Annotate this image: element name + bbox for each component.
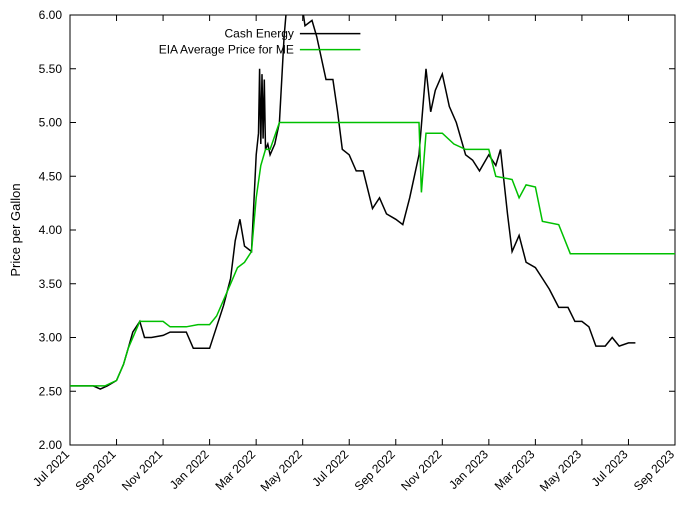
x-tick-label: Nov 2021 [119, 447, 165, 493]
x-tick-label: Sep 2022 [352, 447, 398, 493]
y-tick-label: 2.50 [39, 384, 63, 398]
legend-label: Cash Energy [225, 27, 294, 41]
y-tick-label: 3.50 [39, 277, 63, 291]
x-tick-label: May 2023 [537, 447, 584, 494]
y-tick-label: 4.00 [39, 223, 63, 237]
x-tick-label: Mar 2022 [213, 447, 259, 493]
x-tick-label: Jan 2022 [167, 447, 212, 492]
y-axis-label: Price per Gallon [8, 183, 23, 276]
x-tick-label: Jan 2023 [446, 447, 491, 492]
y-tick-label: 3.00 [39, 331, 63, 345]
x-tick-label: Jul 2023 [589, 447, 631, 489]
x-tick-label: Nov 2022 [398, 447, 444, 493]
x-tick-label: Sep 2021 [72, 447, 118, 493]
x-tick-label: May 2022 [258, 447, 305, 494]
y-tick-label: 6.00 [39, 8, 63, 22]
x-tick-label: Jul 2022 [309, 447, 351, 489]
price-chart: 2.002.503.003.504.004.505.005.506.00 Jul… [0, 0, 700, 525]
legend-label: EIA Average Price for ME [159, 43, 294, 57]
y-tick-label: 4.50 [39, 169, 63, 183]
plot-background [70, 15, 675, 445]
x-tick-label: Sep 2023 [631, 447, 677, 493]
y-tick-label: 5.50 [39, 62, 63, 76]
y-tick-label: 5.00 [39, 116, 63, 130]
x-tick-label: Mar 2023 [492, 447, 538, 493]
x-tick-label: Jul 2021 [30, 447, 72, 489]
